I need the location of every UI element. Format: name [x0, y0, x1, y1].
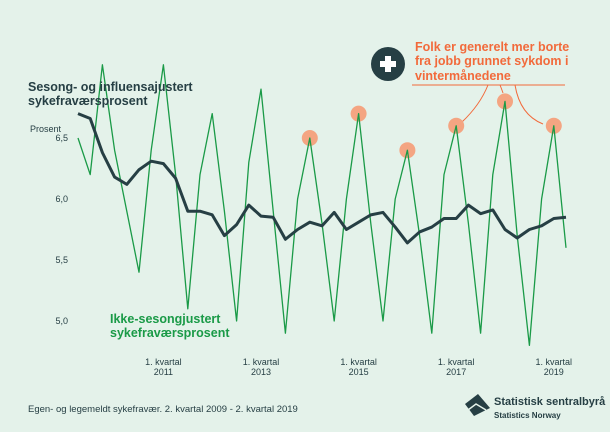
x-tick-label: 1. kvartal 2011: [145, 357, 182, 378]
y-label: Prosent: [30, 124, 62, 134]
x-tick-label: 1. kvartal 2013: [242, 357, 280, 378]
series-line: [77, 112, 567, 245]
y-tick-label: 5,5: [55, 255, 68, 265]
y-tick-label: 6,0: [55, 194, 68, 204]
y-tick-label: 5,0: [55, 316, 68, 326]
y-tick-label: 6,5: [55, 133, 68, 143]
logo: [465, 394, 490, 416]
arrows: [412, 84, 565, 125]
source-en: Statistics Norway: [494, 411, 561, 420]
x-tick-label: 1. kvartal 2015: [340, 357, 377, 378]
x-tick-label: 1. kvartal 2019: [535, 357, 573, 378]
health-icon: [371, 47, 405, 81]
series-line: [77, 64, 567, 347]
series-label: Sesong- og influensajustert sykefraværsp…: [28, 80, 193, 109]
source: Statistisk sentralbyrå: [494, 396, 606, 408]
annotation: Folk er generelt mer borte fra jobb grun…: [415, 40, 570, 83]
x-tick-label: 1. kvartal 2017: [437, 357, 475, 378]
note: Egen- og legemeldt sykefravær. 2. kvarta…: [28, 404, 298, 415]
series-label: Ikke-sesongjustert sykefraværsprosent: [110, 312, 230, 341]
